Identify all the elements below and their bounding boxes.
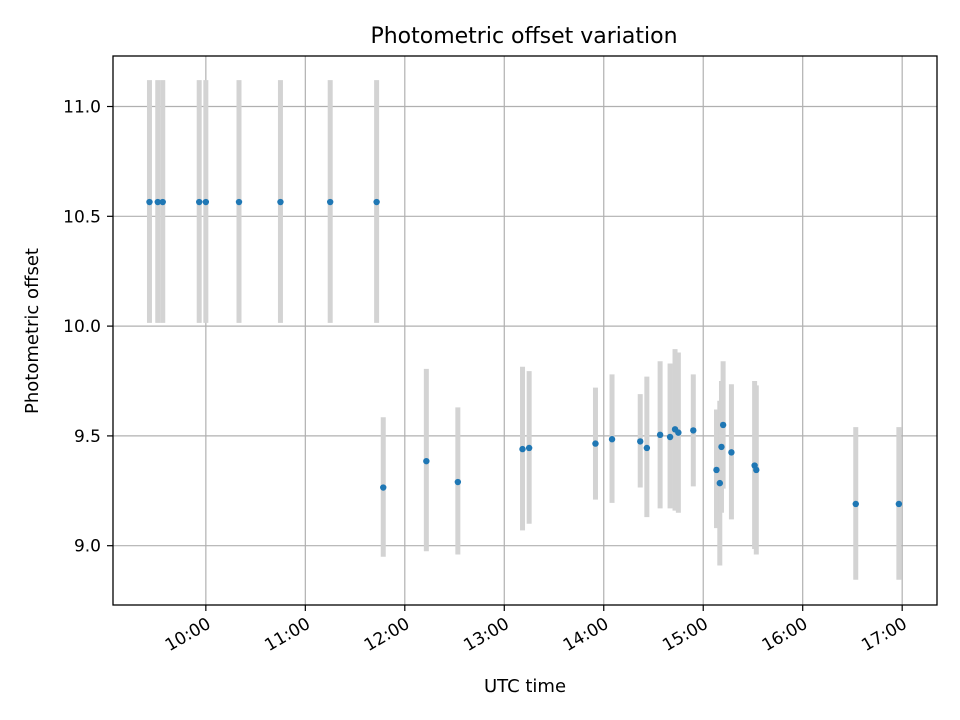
data-point <box>154 198 161 206</box>
data-point <box>643 444 651 452</box>
data-point <box>235 198 243 206</box>
chart-title: Photometric offset variation <box>370 24 677 49</box>
data-point <box>713 466 720 474</box>
data-point <box>718 443 725 451</box>
data-point <box>454 478 462 486</box>
x-tick-label: 12:00 <box>361 614 413 656</box>
axis-ticks: 10:00 11:00 12:00 13:00 14:00 15:00 16:00 17:00… <box>63 98 911 656</box>
plot-frame <box>112 55 938 606</box>
y-tick-label: 10.5 <box>63 207 101 227</box>
data-point <box>592 440 599 447</box>
x-tick-label: 13:00 <box>460 614 512 656</box>
data-point <box>716 479 724 487</box>
data-point <box>326 198 334 206</box>
y-axis-label: Photometric offset <box>22 248 43 414</box>
x-tick-label: 17:00 <box>858 614 910 656</box>
data-point <box>753 466 760 474</box>
data-point <box>637 438 644 445</box>
data-point <box>519 445 526 453</box>
x-tick-label: 16:00 <box>759 614 811 656</box>
data-point <box>380 484 387 491</box>
data-point <box>728 449 735 456</box>
data-point <box>608 436 616 443</box>
y-tick-label: 11.0 <box>63 98 101 118</box>
y-tick-label: 9.0 <box>74 537 101 557</box>
data-point <box>202 198 210 206</box>
data-point <box>719 421 727 429</box>
data-point <box>852 500 859 508</box>
data-point <box>423 457 430 465</box>
data-points <box>146 198 903 508</box>
data-point <box>656 431 664 439</box>
data-point <box>146 198 153 206</box>
data-point <box>666 433 674 441</box>
data-point <box>525 444 533 452</box>
x-axis-label: UTC time <box>484 676 566 697</box>
x-tick-label: 15:00 <box>659 614 711 656</box>
data-point <box>675 429 682 436</box>
error-bars <box>146 80 902 580</box>
data-point <box>895 500 903 508</box>
data-point <box>373 198 380 206</box>
x-tick-label: 11:00 <box>261 614 313 656</box>
y-tick-label: 9.5 <box>74 427 101 447</box>
x-tick-label: 14:00 <box>560 614 612 656</box>
data-point <box>159 198 166 206</box>
x-tick-label: 10:00 <box>162 614 214 656</box>
data-point <box>277 198 284 206</box>
y-tick-label: 10.0 <box>63 317 101 337</box>
data-point <box>690 427 697 434</box>
data-point <box>196 198 203 206</box>
grid-lines <box>113 56 937 605</box>
